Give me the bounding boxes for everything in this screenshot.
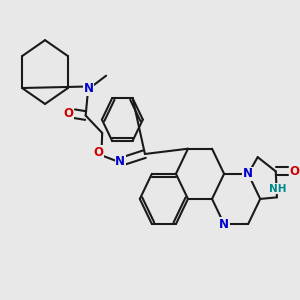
Text: N: N xyxy=(243,167,253,180)
Text: O: O xyxy=(64,107,74,120)
Text: O: O xyxy=(94,146,103,159)
Text: O: O xyxy=(290,165,299,178)
Text: NH: NH xyxy=(269,184,286,194)
Text: N: N xyxy=(115,155,125,168)
Text: N: N xyxy=(219,218,229,230)
Text: N: N xyxy=(84,82,94,95)
